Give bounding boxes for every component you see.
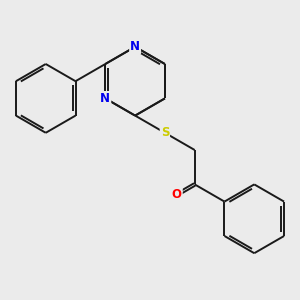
Text: N: N <box>130 40 140 53</box>
Text: N: N <box>100 92 110 105</box>
Text: O: O <box>172 188 182 201</box>
Text: S: S <box>160 126 169 139</box>
